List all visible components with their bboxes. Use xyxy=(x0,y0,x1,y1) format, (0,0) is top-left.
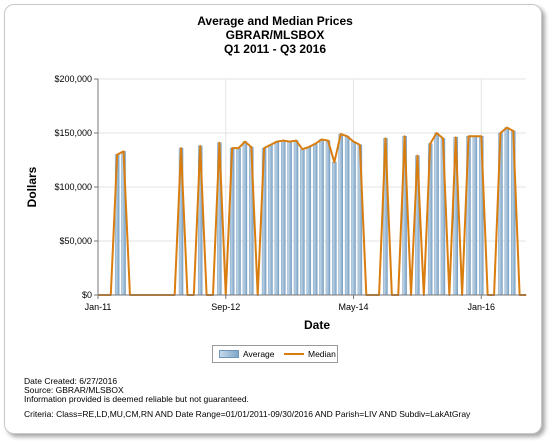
bar-average xyxy=(242,141,248,296)
bar-average xyxy=(332,161,337,296)
y-tick-label: $0 xyxy=(82,290,92,300)
median-point xyxy=(384,137,387,139)
chart-period: Q1 2011 - Q3 2016 xyxy=(223,42,327,56)
median-point xyxy=(442,137,444,139)
median-point xyxy=(340,133,342,135)
median-point xyxy=(308,146,310,148)
bar-average xyxy=(312,143,318,296)
median-point xyxy=(295,139,297,142)
x-axis-title: Date xyxy=(304,318,330,332)
median-point xyxy=(474,135,476,137)
bar-average xyxy=(287,141,292,296)
bar-average xyxy=(472,135,478,296)
median-line xyxy=(98,126,526,296)
median-point xyxy=(180,147,182,149)
x-tick-label: May-14 xyxy=(339,302,369,312)
axes xyxy=(94,78,526,299)
median-point xyxy=(416,155,419,157)
legend: Average Median xyxy=(212,345,338,363)
median-point xyxy=(276,141,278,143)
chart-title: Average and Median Prices xyxy=(197,14,353,28)
bar-average xyxy=(274,141,280,296)
legend-average-label: Average xyxy=(243,349,275,359)
median-point xyxy=(301,148,304,150)
median-point xyxy=(404,135,406,137)
median-point xyxy=(122,150,125,152)
bar-average xyxy=(344,135,350,296)
bar-average xyxy=(504,127,510,296)
median-point xyxy=(237,147,240,149)
median-point xyxy=(333,161,335,163)
median-point xyxy=(218,142,220,144)
median-point xyxy=(282,139,284,142)
median-point xyxy=(269,144,272,146)
median-point xyxy=(429,143,431,145)
median-point xyxy=(346,135,348,137)
legend-average-swatch xyxy=(219,350,239,358)
bar-average xyxy=(281,140,286,296)
median-point xyxy=(263,147,265,149)
footnote-disclaimer: Information provided is deemed reliable … xyxy=(24,394,249,404)
footnote-criteria: Criteria: Class=RE,LD,MU,CM,RN AND Date … xyxy=(24,409,471,419)
bar-average xyxy=(236,147,241,296)
bar-average xyxy=(319,139,324,296)
median-point xyxy=(244,141,246,143)
y-tick-label: $150,000 xyxy=(54,128,92,138)
x-tick-label: Jan-11 xyxy=(85,302,112,312)
median-point xyxy=(435,132,438,134)
median-point xyxy=(289,141,291,143)
bar-average xyxy=(338,133,343,296)
axis-labels: $0 $50,000 $100,000 $150,000 $200,000 Jan-11 S… xyxy=(25,74,495,332)
y-tick-label: $50,000 xyxy=(59,236,92,246)
footnote-source: Source: GBRAR/MLSBOX xyxy=(24,385,124,395)
bar-series-average xyxy=(114,127,516,296)
median-point xyxy=(499,132,502,134)
median-point xyxy=(327,139,329,142)
bar-average xyxy=(351,141,356,296)
median-point xyxy=(455,136,457,138)
legend-median-label: Median xyxy=(308,349,336,359)
y-axis-title: Dollars xyxy=(25,166,39,207)
median-point xyxy=(506,127,508,129)
x-tick-label: Jan-16 xyxy=(468,302,496,312)
legend-median-swatch xyxy=(284,353,304,355)
median-point xyxy=(320,138,323,141)
bar-average xyxy=(300,148,305,296)
median-point xyxy=(314,143,316,145)
y-tick-label: $200,000 xyxy=(54,74,92,84)
footnote-created: Date Created: 6/27/2016 xyxy=(24,376,118,386)
bar-average xyxy=(434,132,439,296)
line-series-median xyxy=(97,126,527,296)
bar-average xyxy=(268,144,273,296)
bar-average xyxy=(325,140,331,296)
median-point xyxy=(512,130,514,132)
median-point xyxy=(231,147,233,149)
median-point xyxy=(480,135,482,137)
median-point xyxy=(359,144,361,146)
median-point xyxy=(116,154,118,156)
median-point xyxy=(467,135,470,137)
bar-average xyxy=(293,140,299,296)
median-point xyxy=(250,146,252,148)
x-tick-label: Sep-12 xyxy=(211,302,240,312)
median-point xyxy=(199,145,201,147)
median-point xyxy=(352,141,355,143)
y-tick-label: $100,000 xyxy=(54,182,92,192)
bar-average xyxy=(306,146,312,296)
chart-subtitle: GBRAR/MLSBOX xyxy=(225,28,325,42)
